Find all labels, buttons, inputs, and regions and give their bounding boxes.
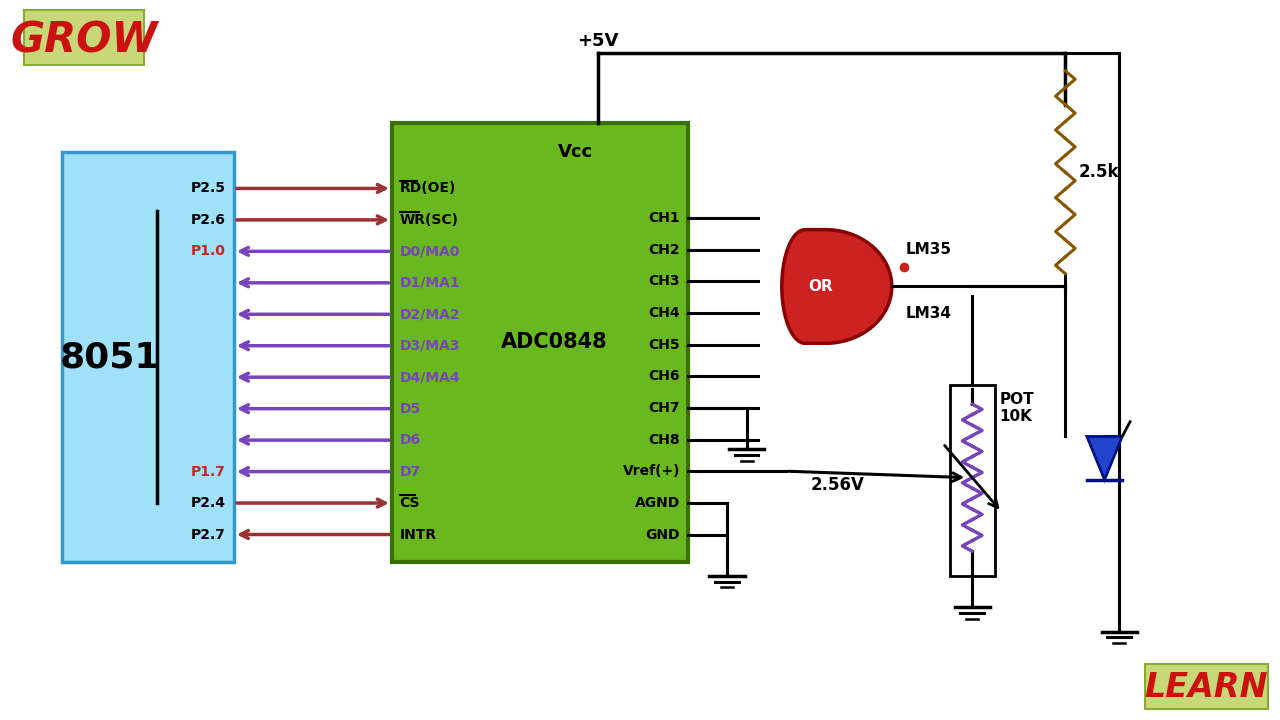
FancyBboxPatch shape [63, 152, 234, 562]
Text: CH6: CH6 [649, 369, 680, 383]
Text: CS: CS [399, 496, 420, 510]
Text: GROW: GROW [10, 19, 157, 61]
Text: CH3: CH3 [649, 274, 680, 288]
Text: D5: D5 [399, 402, 421, 415]
Text: +5V: +5V [577, 32, 618, 50]
Text: P2.6: P2.6 [191, 213, 227, 227]
Text: D0/MA0: D0/MA0 [399, 244, 460, 258]
Text: Vcc: Vcc [558, 143, 593, 161]
Text: 8051: 8051 [60, 340, 161, 374]
Text: LM35: LM35 [905, 242, 951, 257]
Text: CH5: CH5 [649, 338, 680, 351]
Polygon shape [1087, 436, 1123, 480]
Text: D4/MA4: D4/MA4 [399, 370, 461, 384]
Text: Vref(+): Vref(+) [622, 464, 680, 478]
Text: P1.7: P1.7 [191, 464, 227, 479]
Text: POT: POT [1000, 392, 1034, 407]
Text: D2/MA2: D2/MA2 [399, 307, 461, 321]
Text: CH7: CH7 [649, 401, 680, 415]
Text: 2.56V: 2.56V [810, 476, 864, 494]
Text: INTR: INTR [399, 528, 436, 541]
Text: ADC0848: ADC0848 [502, 333, 608, 352]
Text: RD(OE): RD(OE) [399, 181, 456, 195]
Text: CH4: CH4 [649, 306, 680, 320]
FancyBboxPatch shape [1144, 664, 1268, 709]
Text: P2.5: P2.5 [191, 181, 227, 195]
FancyBboxPatch shape [950, 384, 995, 576]
Text: 10K: 10K [1000, 410, 1033, 424]
Text: CH2: CH2 [649, 243, 680, 256]
Text: LM34: LM34 [905, 307, 951, 321]
Text: P1.0: P1.0 [191, 244, 227, 258]
Polygon shape [782, 230, 892, 343]
Text: D6: D6 [399, 433, 421, 447]
Text: CH8: CH8 [649, 433, 680, 446]
Text: P2.4: P2.4 [191, 496, 227, 510]
Text: D7: D7 [399, 464, 421, 479]
Text: 2.5k: 2.5k [1079, 163, 1120, 181]
Text: P2.7: P2.7 [191, 528, 227, 541]
FancyBboxPatch shape [392, 122, 687, 562]
Text: AGND: AGND [635, 496, 680, 510]
Text: CH1: CH1 [649, 211, 680, 225]
Text: WR(SC): WR(SC) [399, 213, 458, 227]
Text: GND: GND [645, 528, 680, 541]
Text: LEARN: LEARN [1144, 671, 1268, 704]
Text: OR: OR [808, 279, 832, 294]
Text: D3/MA3: D3/MA3 [399, 338, 460, 353]
FancyBboxPatch shape [24, 10, 143, 65]
Text: D1/MA1: D1/MA1 [399, 276, 461, 290]
